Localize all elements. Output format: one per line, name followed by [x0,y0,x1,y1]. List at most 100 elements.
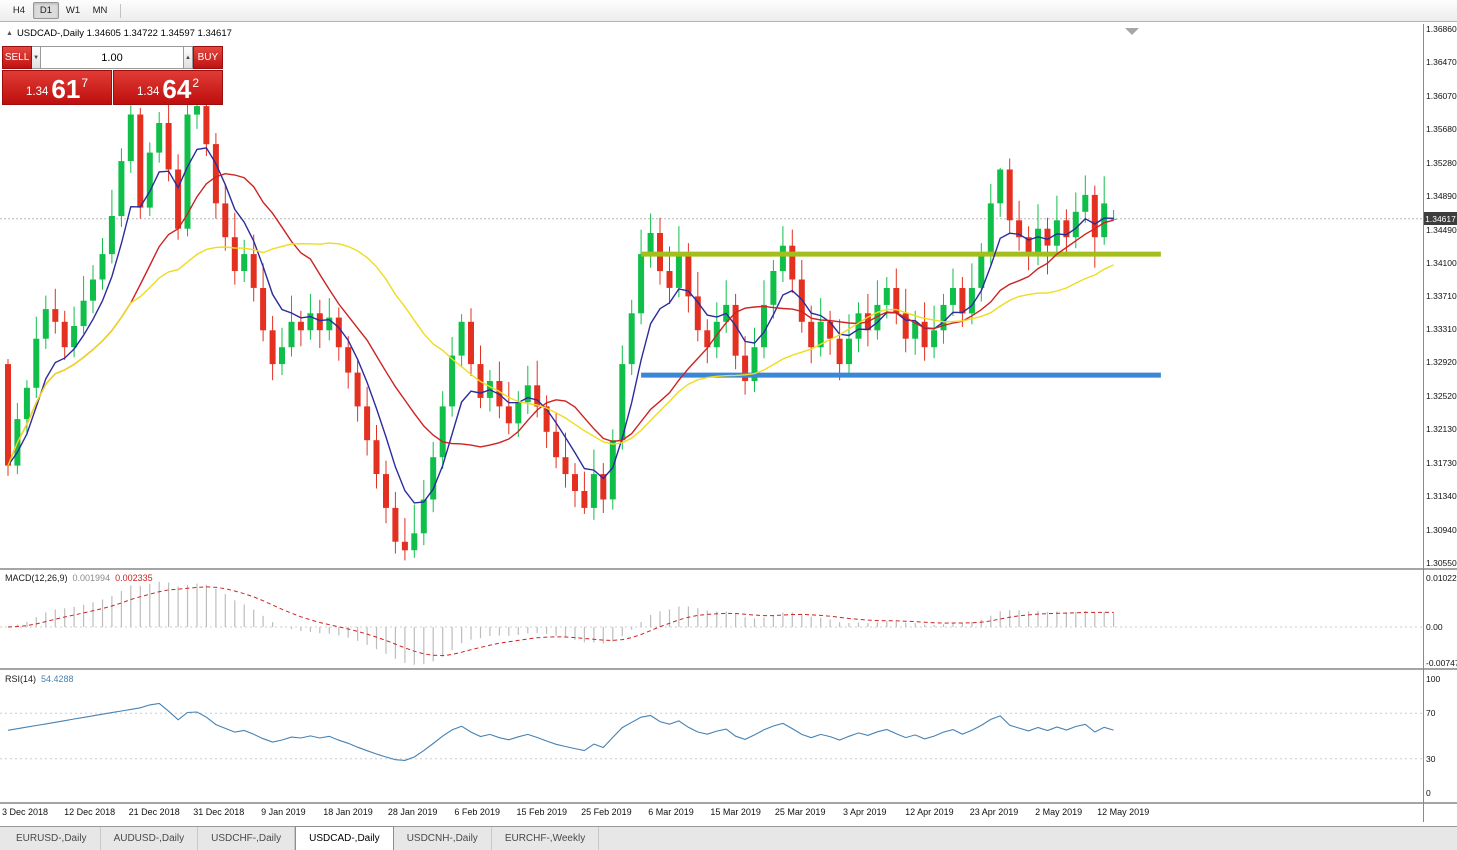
candle [146,152,153,208]
rsi-axis-label: 70 [1426,708,1436,719]
candle [647,233,654,255]
candle [194,106,200,115]
date-axis-label: 15 Feb 2019 [516,807,568,817]
candle [1016,220,1023,238]
candle [505,406,512,424]
macd-signal-line [7,586,1114,657]
candle [61,321,68,348]
date-axis-label: 3 Dec 2018 [1,807,49,817]
sell-button[interactable]: SELL [2,46,33,69]
candle [156,123,163,153]
candle [770,271,777,305]
date-axis-label: 9 Jan 2019 [261,807,306,817]
chart-ohlc-header: ▲ USDCAD-,Daily 1.34605 1.34722 1.34597 … [6,28,232,39]
price-axis-label: 1.32520 [1426,391,1457,402]
pane-splitter[interactable] [0,668,1457,670]
buy-price-tile[interactable]: 1.34 64 2 [113,70,223,105]
candle [883,288,890,305]
macd-canvas[interactable] [0,570,1423,668]
candle [80,300,87,327]
price-axis-label: 1.30550 [1426,557,1457,568]
candle [931,330,938,348]
timeframe-button-h4[interactable]: H4 [12,5,26,16]
buy-price-big: 64 [162,74,192,104]
candle [420,499,427,534]
volume-increase-button[interactable]: ▲ [184,46,193,69]
candle [562,457,569,475]
candle [42,309,49,339]
volume-input[interactable] [41,46,184,69]
pane-splitter[interactable] [0,568,1457,570]
macd-axis-label: 0.00 [1426,621,1443,632]
rsi-name: RSI(14) [5,674,37,684]
pane-splitter[interactable] [0,802,1457,804]
candle [165,123,172,170]
candle [553,431,560,458]
candle [1044,228,1051,246]
candle [609,440,616,500]
candle [1035,228,1041,255]
rsi-line [7,702,1114,761]
one-click-panel-toggle-icon[interactable]: ▲ [6,30,13,37]
candle [1025,237,1032,255]
candle [316,313,323,331]
candle [118,161,125,217]
timeframe-button-d1[interactable]: D1 [33,2,59,19]
chart-tab-eurusd[interactable]: EURUSD-,Daily [3,827,101,850]
timeframe-toolbar: H4 D1 W1 MN [0,0,1457,22]
candle [600,474,607,500]
date-axis-label: 6 Mar 2019 [648,807,694,817]
candle [628,313,635,365]
candle [1053,220,1060,246]
timeframe-button-w1[interactable]: W1 [65,5,81,16]
main-chart-canvas[interactable] [0,24,1423,568]
candle [732,304,739,356]
price-axis-label: 1.34890 [1426,190,1457,201]
timeframe-buttons: H4 D1 W1 MN [6,2,114,19]
candle [997,169,1004,204]
candle [543,406,550,432]
symbol-ohlc-text: USDCAD-,Daily 1.34605 1.34722 1.34597 1.… [16,28,232,39]
candle [137,114,144,208]
rsi-axis-label: 100 [1426,674,1441,685]
chart-tab-eurchf[interactable]: EURCHF-,Weekly [492,827,600,850]
candle [893,288,900,314]
date-axis-label: 3 Apr 2019 [843,807,887,817]
candle [430,457,437,500]
sell-price-tile[interactable]: 1.34 61 7 [2,70,112,105]
chart-shift-marker-icon [1125,28,1139,35]
toolbar-separator [120,3,121,18]
chart-tab-usdchf[interactable]: USDCHF-,Daily [198,827,296,850]
price-axis-label: 1.36860 [1426,24,1457,35]
candle [704,330,711,348]
candle [987,203,994,255]
chart-tab-audusd[interactable]: AUDUSD-,Daily [101,827,199,850]
price-axis-label: 1.34490 [1426,224,1457,235]
candle [127,114,134,161]
price-axis-label: 1.31730 [1426,458,1457,469]
rsi-canvas[interactable] [0,670,1423,802]
date-axis-label: 23 Apr 2019 [969,807,1019,817]
chart-tab-usdcad[interactable]: USDCAD-,Daily [295,826,394,850]
rsi-axis-label: 0 [1426,787,1431,798]
candle [742,355,749,381]
candle [685,254,692,297]
volume-decrease-button[interactable]: ▼ [32,46,41,69]
candle [808,321,815,348]
candle [354,372,361,407]
candle [921,321,928,348]
buy-price-sup: 2 [192,76,199,90]
chart-tab-bar: EURUSD-,Daily AUDUSD-,Daily USDCHF-,Daily U… [0,826,1457,850]
macd-label: MACD(12,26,9) 0.001994 0.002335 [5,573,153,583]
candle [836,338,843,365]
timeframe-button-mn[interactable]: MN [92,5,108,16]
date-axis-label: 18 Jan 2019 [323,807,373,817]
candle [269,330,276,365]
candle [401,541,408,551]
chart-tab-usdcnh[interactable]: USDCNH-,Daily [394,827,492,850]
price-axis-label: 1.36070 [1426,90,1457,101]
buy-button[interactable]: BUY [192,46,223,69]
date-axis-label: 25 Mar 2019 [774,807,826,817]
candle [874,304,881,331]
